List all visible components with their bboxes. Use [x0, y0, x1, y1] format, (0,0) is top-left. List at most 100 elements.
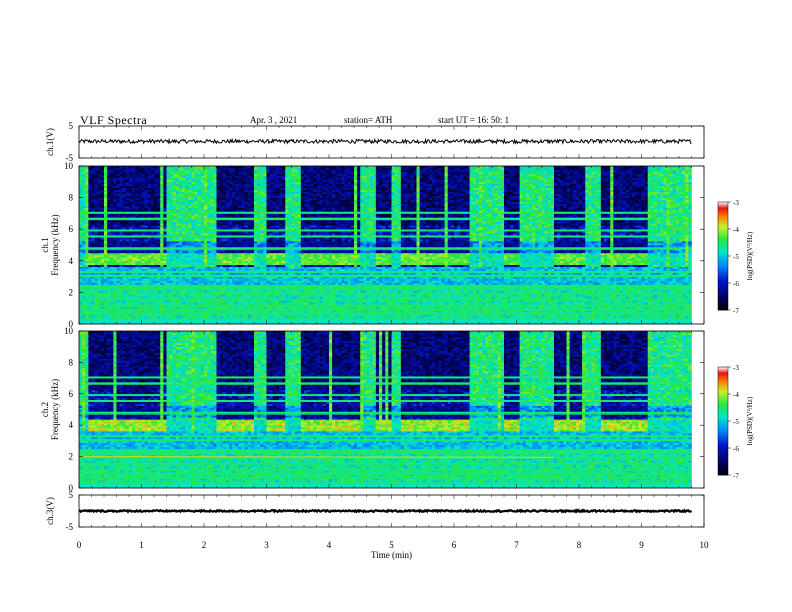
spectrogram-cell: [123, 196, 126, 198]
spectrogram-cell: [188, 281, 191, 283]
spectrogram-cell: [104, 225, 107, 227]
spectrogram-cell: [257, 286, 260, 288]
spectrogram-cell: [185, 231, 188, 233]
spectrogram-cell: [170, 172, 173, 174]
spectrogram-cell: [185, 257, 188, 259]
spectrogram-cell: [151, 269, 154, 271]
spectrogram-cell: [110, 281, 113, 283]
spectrogram-cell: [123, 194, 126, 196]
spectrogram-cell: [157, 267, 160, 269]
spectrogram-cell: [210, 174, 213, 176]
spectrogram-cell: [163, 243, 166, 245]
spectrogram-cell: [157, 241, 160, 243]
spectrogram-cell: [117, 296, 120, 298]
spectrogram-cell: [254, 192, 257, 194]
spectrogram-cell: [157, 202, 160, 204]
spectrogram-cell: [229, 176, 232, 178]
spectrogram-cell: [213, 221, 216, 223]
spectrogram-cell: [101, 251, 104, 253]
spectrogram-cell: [242, 281, 245, 283]
spectrogram-cell: [157, 304, 160, 306]
spectrogram-cell: [213, 257, 216, 259]
spectrogram-cell: [204, 184, 207, 186]
spectrogram-cell: [201, 259, 204, 261]
spectrogram-cell: [154, 255, 157, 257]
spectrogram-cell: [238, 247, 241, 249]
spectrogram-cell: [170, 263, 173, 265]
spectrogram-cell: [192, 172, 195, 174]
spectrogram-cell: [170, 243, 173, 245]
spectrogram-cell: [235, 273, 238, 275]
spectrogram-cell: [151, 184, 154, 186]
spectrogram-cell: [151, 231, 154, 233]
spectrogram-cell: [98, 225, 101, 227]
spectrogram-cell: [138, 255, 141, 257]
spectrogram-cell: [229, 184, 232, 186]
spectrogram-cell: [129, 206, 132, 208]
spectrogram-cell: [101, 316, 104, 318]
spectrogram-cell: [173, 273, 176, 275]
spectrogram-cell: [157, 198, 160, 200]
spectrogram-cell: [167, 207, 170, 209]
spectrogram-cell: [188, 194, 191, 196]
spectrogram-cell: [163, 209, 166, 211]
spectrogram-cell: [135, 207, 138, 209]
spectrogram-cell: [160, 308, 163, 310]
spectrogram-cell: [188, 294, 191, 296]
spectrogram-cell: [217, 316, 220, 318]
spectrogram-cell: [157, 227, 160, 229]
spectrogram-cell: [213, 296, 216, 298]
spectrogram-cell: [229, 267, 232, 269]
spectrogram-cell: [151, 188, 154, 190]
spectrogram-cell: [242, 253, 245, 255]
spectrogram-cell: [120, 251, 123, 253]
spectrogram-cell: [92, 243, 95, 245]
spectrogram-cell: [142, 281, 145, 283]
spectrogram-cell: [198, 263, 201, 265]
spectrogram-cell: [223, 290, 226, 292]
spectrogram-cell: [163, 296, 166, 298]
spectrogram-cell: [173, 261, 176, 263]
spectrogram-cell: [85, 182, 88, 184]
spectrogram-cell: [107, 178, 110, 180]
spectrogram-cell: [120, 209, 123, 211]
spectrogram-cell: [157, 286, 160, 288]
spectrogram-cell: [151, 283, 154, 285]
spectrogram-cell: [235, 312, 238, 314]
spectrogram-cell: [123, 170, 126, 172]
spectrogram-cell: [110, 198, 113, 200]
spectrogram-cell: [113, 227, 116, 229]
spectrogram-cell: [198, 281, 201, 283]
spectrogram-cell: [101, 247, 104, 249]
spectrogram-cell: [204, 227, 207, 229]
spectrogram-cell: [123, 172, 126, 174]
spectrogram-cell: [138, 176, 141, 178]
spectrogram-cell: [163, 294, 166, 296]
spectrogram-cell: [232, 188, 235, 190]
spectrogram-cell: [254, 233, 257, 235]
spectrogram-cell: [117, 231, 120, 233]
spectrogram-cell: [104, 247, 107, 249]
spectrogram-cell: [257, 215, 260, 217]
spectrogram-cell: [251, 186, 254, 188]
spectrogram-cell: [129, 223, 132, 225]
spectrogram-cell: [188, 269, 191, 271]
spectrogram-cell: [229, 263, 232, 265]
spectrogram-cell: [160, 251, 163, 253]
spectrogram-cell: [138, 231, 141, 233]
spectrogram-cell: [251, 302, 254, 304]
spectrogram-cell: [235, 308, 238, 310]
spectrogram-cell: [107, 251, 110, 253]
spectrogram-cell: [204, 281, 207, 283]
spectrogram-cell: [88, 227, 91, 229]
spectrogram-cell: [123, 304, 126, 306]
spectrogram-cell: [173, 172, 176, 174]
spectrogram-cell: [142, 174, 145, 176]
spectrogram-cell: [220, 251, 223, 253]
spectrogram-cell: [232, 172, 235, 174]
spectrogram-cell: [242, 227, 245, 229]
spectrogram-cell: [110, 257, 113, 259]
spectrogram-cell: [120, 231, 123, 233]
spectrogram-cell: [210, 209, 213, 211]
spectrogram-cell: [107, 170, 110, 172]
